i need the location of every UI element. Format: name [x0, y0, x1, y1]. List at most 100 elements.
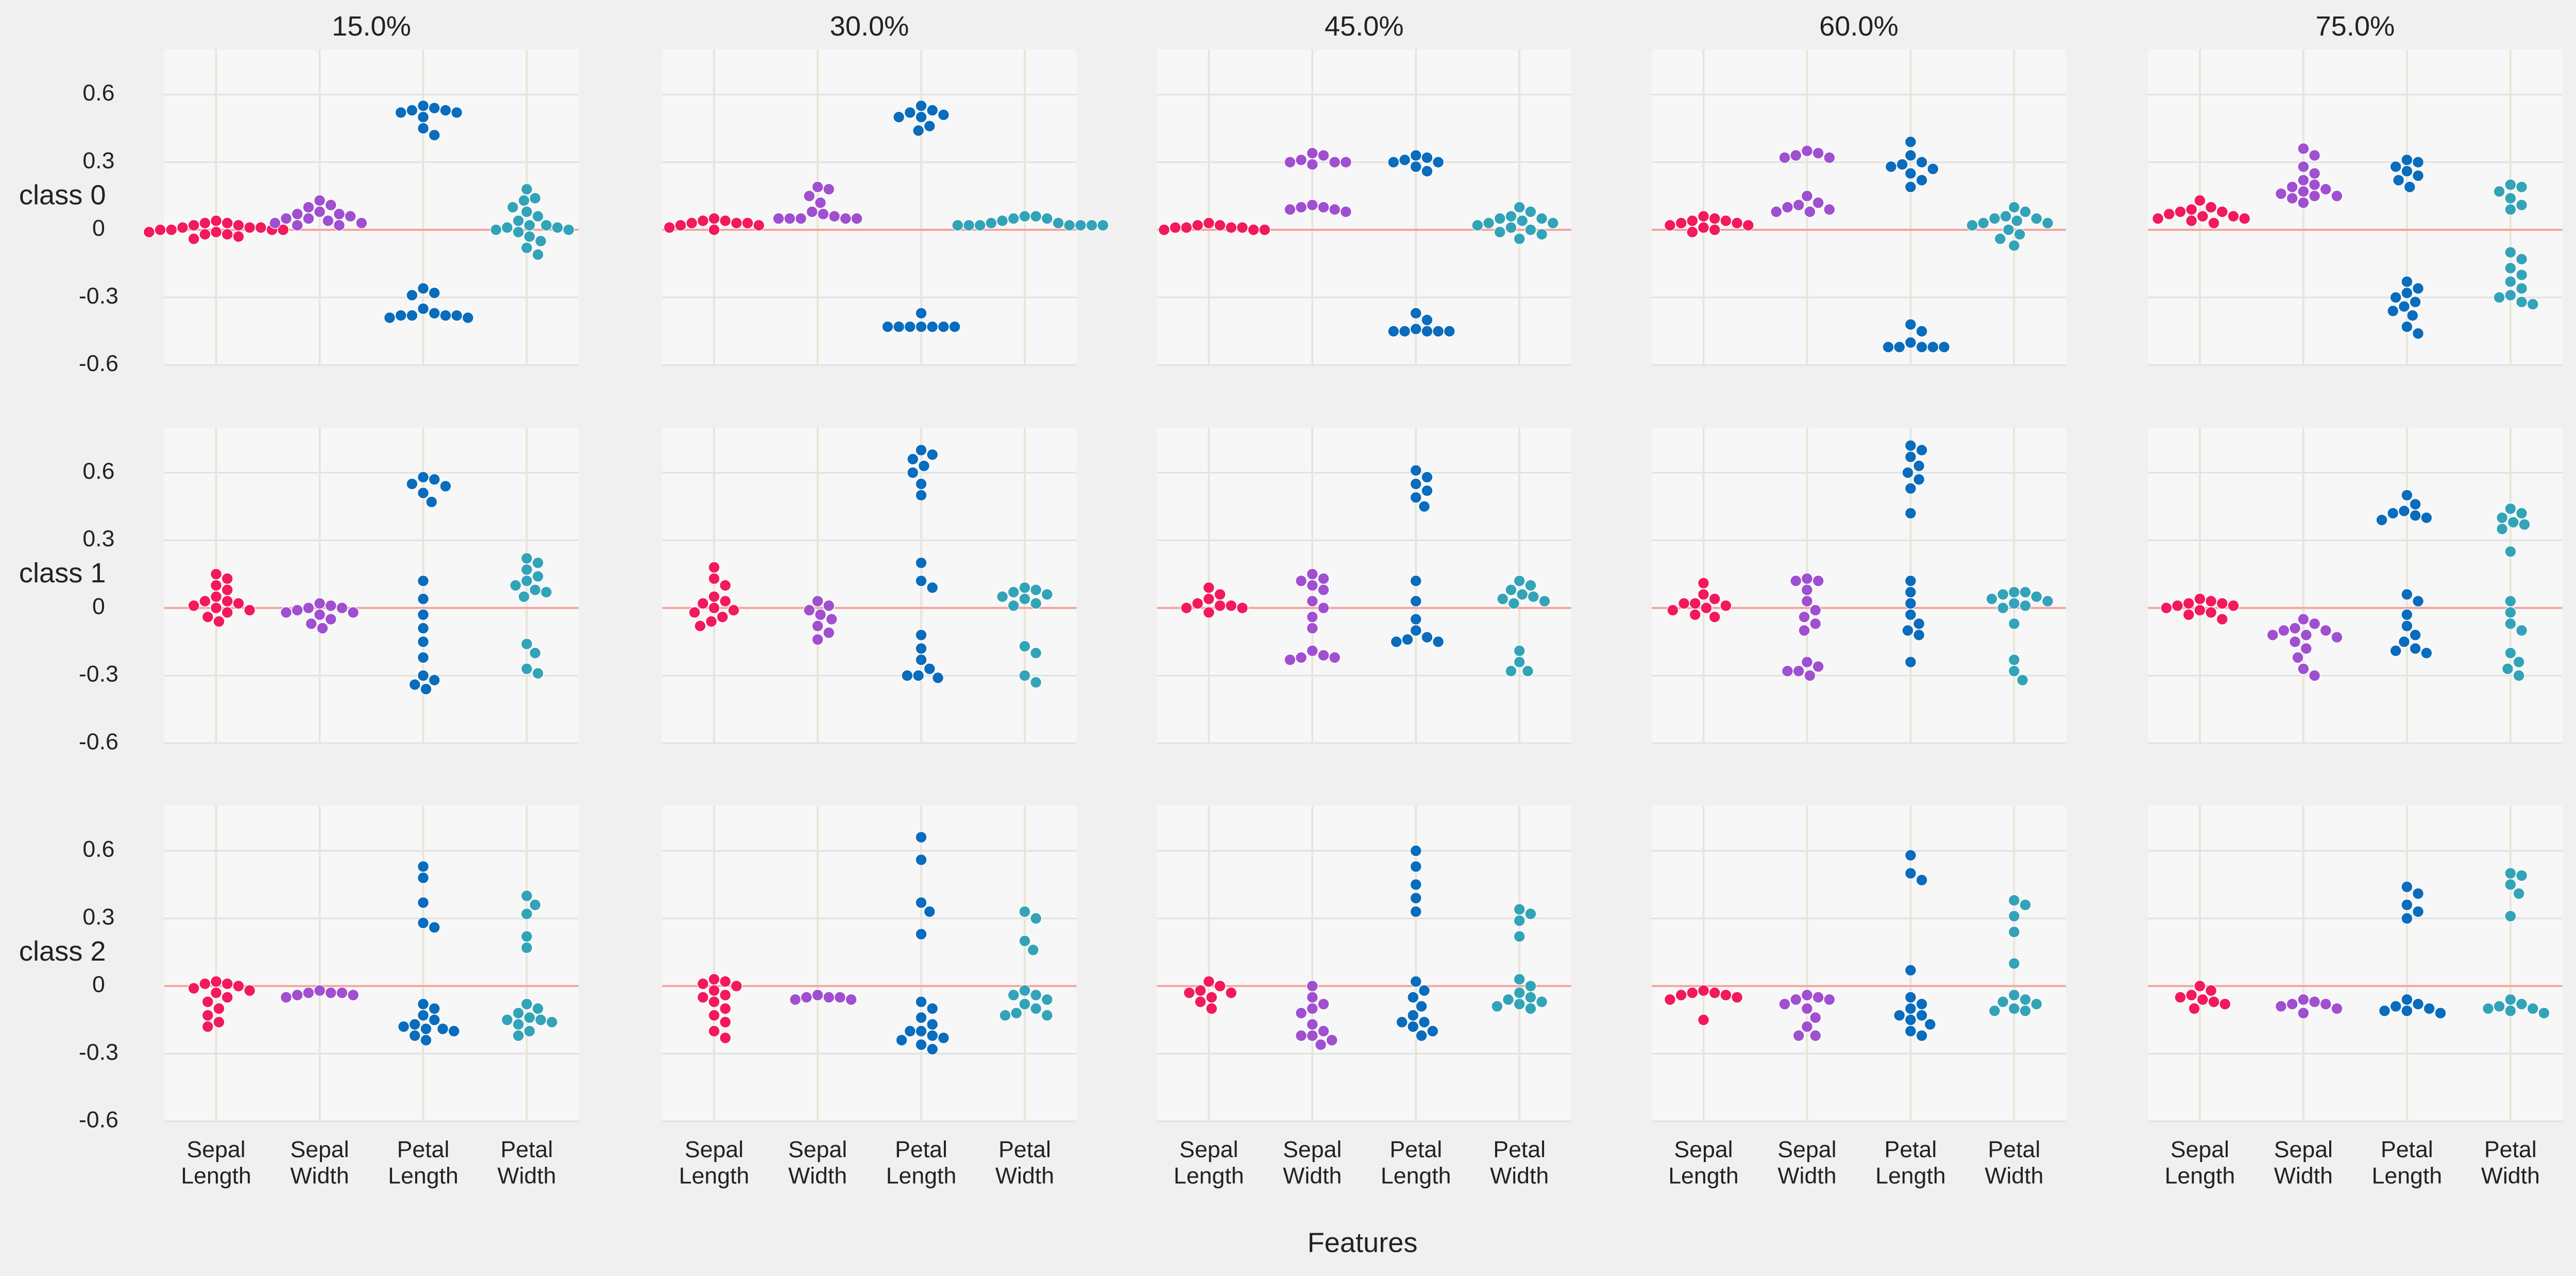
swarm-point	[1801, 145, 1813, 157]
panel	[2148, 805, 2563, 1121]
swarm-point	[663, 222, 675, 234]
swarm-point	[1030, 1002, 1042, 1015]
swarm-point	[926, 104, 939, 116]
swarm-point	[741, 217, 754, 229]
swarm-point	[1387, 325, 1400, 338]
swarm-point	[210, 987, 222, 999]
swarm-point	[2008, 653, 2020, 666]
swarm-point	[426, 496, 438, 508]
y-tick-label: 0.3	[82, 148, 114, 174]
swarm-point	[2412, 282, 2425, 295]
swarm-point	[1731, 991, 1743, 1003]
swarm-point	[1410, 323, 1422, 335]
column-title: 15.0%	[332, 11, 411, 42]
swarm-point	[532, 557, 544, 569]
swarm-point	[915, 1038, 927, 1051]
swarm-point	[210, 568, 222, 580]
swarm-point	[417, 609, 429, 621]
swarm-point	[2019, 599, 2031, 612]
swarm-point	[2297, 663, 2310, 675]
y-tick-label: 0	[92, 972, 105, 997]
swarm-point	[1418, 500, 1430, 513]
swarm-point	[165, 224, 178, 236]
swarm-point	[1505, 222, 1517, 234]
swarm-point	[2516, 998, 2528, 1010]
swarm-point	[1904, 337, 1917, 349]
swarm-point	[1700, 602, 1713, 614]
swarm-point	[1410, 575, 1422, 587]
swarm-point	[1225, 222, 1238, 234]
x-tick-label-line: Length	[388, 1163, 459, 1188]
swarm-point	[2504, 910, 2517, 922]
swarm-point	[1521, 665, 1534, 677]
swarm-point	[417, 593, 429, 605]
swarm-point	[1427, 1025, 1439, 1037]
swarm-point	[2152, 212, 2164, 225]
swarm-point	[1202, 593, 1215, 605]
swarm-point	[2516, 253, 2528, 265]
swarm-point	[719, 976, 732, 988]
swarm-point	[428, 287, 440, 299]
swarm-point	[1007, 586, 1020, 598]
swarm-point	[1340, 206, 1352, 218]
swarm-point	[2412, 998, 2425, 1010]
swarm-point	[1306, 645, 1318, 657]
swarm-point	[952, 219, 964, 231]
swarm-point	[1306, 622, 1318, 634]
swarm-point	[1259, 224, 1271, 236]
swarm-point	[1421, 631, 1433, 644]
swarm-point	[2501, 663, 2514, 675]
swarm-point	[2297, 174, 2310, 187]
swarm-point	[210, 226, 222, 238]
swarm-point	[2412, 156, 2425, 169]
swarm-point	[520, 942, 533, 954]
swarm-point	[708, 1009, 720, 1021]
swarm-point	[520, 206, 533, 218]
y-tick-label: -0.3	[79, 1039, 118, 1065]
swarm-point	[2401, 287, 2413, 299]
swarm-point	[213, 1002, 225, 1015]
swarm-point	[1812, 196, 1824, 209]
swarm-point	[1505, 584, 1517, 596]
swarm-point	[1483, 217, 1495, 229]
swarm-point	[1675, 217, 1687, 229]
swarm-point	[708, 973, 720, 985]
swarm-point	[1809, 604, 1822, 616]
swarm-point	[532, 667, 544, 680]
swarm-point	[1885, 160, 1897, 173]
swarm-point	[2205, 606, 2217, 618]
swarm-point	[1284, 653, 1296, 666]
swarm-point	[255, 222, 267, 234]
swarm-point	[529, 647, 541, 659]
swarm-point	[1997, 996, 2009, 1008]
x-tick-label-line: Petal	[501, 1137, 553, 1162]
swarm-point	[1407, 991, 1419, 1003]
swarm-point	[912, 669, 925, 682]
y-tick-label: -0.3	[79, 662, 118, 687]
swarm-point	[1317, 584, 1330, 596]
swarm-point	[2289, 635, 2301, 648]
swarm-point	[2182, 609, 2195, 621]
swarm-point	[1698, 984, 1709, 997]
swarm-point	[199, 228, 211, 241]
swarm-point	[1916, 444, 1928, 456]
swarm-point	[1988, 212, 2001, 225]
swarm-point	[1432, 635, 1445, 648]
swarm-point	[428, 307, 440, 320]
swarm-point	[811, 181, 824, 193]
swarm-point	[1317, 1025, 1330, 1037]
swarm-point	[2513, 669, 2525, 682]
swarm-point	[501, 1014, 513, 1026]
swarm-point	[915, 928, 927, 941]
y-tick-label: 0.6	[82, 459, 114, 484]
swarm-point	[915, 853, 927, 866]
swarm-point	[719, 595, 732, 608]
swarm-point	[2011, 214, 2023, 227]
swarm-point	[1977, 217, 1990, 229]
swarm-point	[1675, 989, 1687, 1001]
swarm-point	[520, 889, 533, 902]
swarm-point	[2504, 606, 2517, 618]
swarm-point	[1192, 219, 1204, 231]
swarm-point	[789, 994, 802, 1006]
swarm-point	[1030, 989, 1042, 1001]
